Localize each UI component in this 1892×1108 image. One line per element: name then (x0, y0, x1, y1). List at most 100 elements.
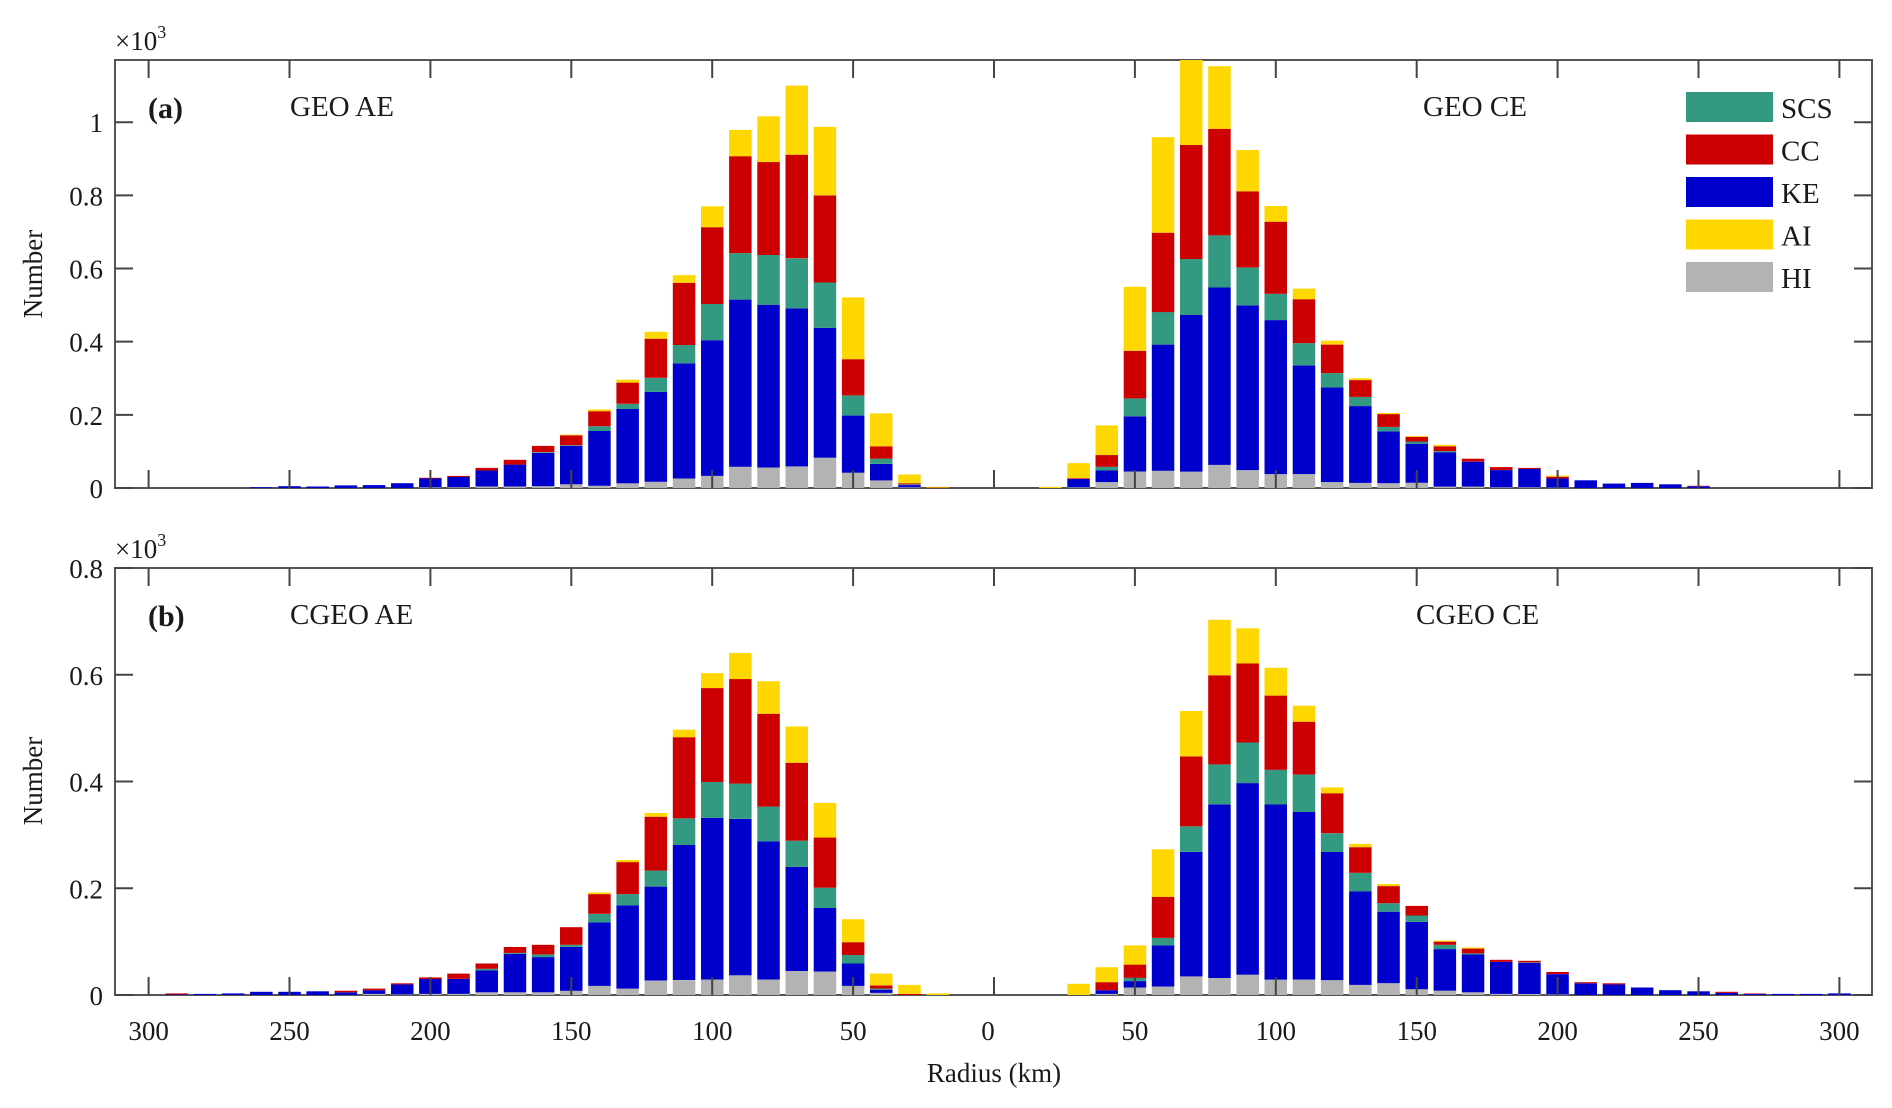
bar-cc-cgeo-ae-60km (813, 837, 837, 888)
bar-ke-cgeo-ae-40km (870, 989, 893, 993)
bar-ai-geo-ae-140km (588, 409, 611, 412)
bar-cc-cgeo-ce-90km (1236, 663, 1259, 743)
x-tick-label: 300 (128, 1016, 169, 1046)
bar-scs-cgeo-ce-130km (1349, 872, 1372, 892)
bar-ke-cgeo-ce-210km (1574, 983, 1597, 995)
panel-a-title-left: GEO AE (290, 91, 394, 123)
bar-cc-geo-ce-90km (1236, 191, 1259, 268)
panel-b-y-axis-label: Number (18, 737, 48, 825)
bar-ke-cgeo-ae-190km (447, 979, 470, 994)
panel-b: 0 0.2 0.4 0.6 0.8 ×103 (b) CGEO AE CGEO CE N… (18, 530, 1873, 1011)
bar-cc-cgeo-ae-230km (334, 990, 358, 993)
bar-scs-cgeo-ae-60km (813, 887, 837, 908)
bar-ai-cgeo-ae-130km (616, 860, 639, 863)
y-tick-label: 0.8 (69, 554, 103, 584)
bar-ai-cgeo-ce-40km (1095, 967, 1118, 983)
bar-ke-cgeo-ae-230km (334, 992, 358, 995)
bar-cc-geo-ae-160km (531, 445, 555, 453)
bar-cc-cgeo-ae-130km (616, 862, 639, 895)
bar-ai-geo-ae-150km (560, 434, 583, 436)
x-tick-labels: 300 250 200 150 100 50 0 50 100 150 200 250 300 (128, 1016, 1859, 1046)
bar-hi-cgeo-ae-180km (475, 992, 498, 995)
x-tick-label: 300 (1819, 1016, 1860, 1046)
panel-b-multiplier: ×103 (115, 530, 166, 564)
bar-ke-geo-ce-160km (1433, 452, 1457, 487)
bar-hi-cgeo-ce-40km (1095, 993, 1118, 995)
bar-ai-cgeo-ae-110km (672, 729, 696, 738)
bar-ai-geo-ae-40km (870, 413, 893, 447)
bar-ai-geo-ce-120km (1320, 340, 1344, 345)
bar-hi-cgeo-ae-170km (503, 992, 527, 995)
bar-cc-geo-ae-120km (644, 338, 668, 378)
bar-cc-cgeo-ce-120km (1320, 793, 1344, 834)
legend-label-cc: CC (1781, 136, 1820, 168)
bar-ke-geo-ae-230km (334, 485, 358, 488)
y-tick-label: 0 (90, 474, 104, 504)
panel-a-title-right: GEO CE (1423, 91, 1527, 123)
legend-label-scs: SCS (1781, 93, 1833, 125)
bar-ke-geo-ce-180km (1490, 470, 1513, 488)
panel-a-axes-box (114, 59, 1873, 489)
bar-scs-cgeo-ae-90km (729, 783, 752, 819)
bar-ke-geo-ce-40km (1095, 470, 1118, 483)
bar-scs-cgeo-ae-100km (701, 782, 724, 818)
bar-ai-cgeo-ce-140km (1377, 884, 1400, 887)
bar-scs-geo-ae-40km (870, 458, 893, 464)
bar-cc-cgeo-ce-210km (1574, 982, 1597, 984)
bar-scs-geo-ce-50km (1123, 398, 1147, 417)
bar-ke-geo-ae-50km (841, 415, 865, 473)
bar-ai-geo-ae-30km (898, 474, 921, 484)
bar-hi-geo-ae-180km (475, 486, 498, 488)
bar-ke-cgeo-ae-110km (672, 845, 696, 980)
bar-scs-cgeo-ae-70km (785, 840, 808, 867)
bar-hi-geo-ce-30km (1067, 487, 1090, 488)
bar-scs-geo-ce-110km (1292, 343, 1316, 366)
bar-ke-geo-ce-80km (1208, 287, 1231, 465)
bar-scs-geo-ae-90km (729, 253, 752, 300)
bar-cc-cgeo-ae-170km (503, 947, 527, 953)
bar-cc-geo-ce-170km (1461, 458, 1485, 462)
y-tick-label: 0.4 (69, 328, 103, 358)
bar-scs-geo-ae-120km (644, 377, 668, 392)
bar-scs-geo-ae-80km (757, 255, 780, 305)
bar-ai-geo-ce-140km (1377, 413, 1400, 415)
bar-ke-cgeo-ce-140km (1377, 911, 1400, 984)
bar-cc-cgeo-ce-110km (1292, 721, 1316, 775)
bar-hi-geo-ce-130km (1349, 482, 1372, 488)
bar-cc-cgeo-ae-190km (447, 973, 470, 979)
bar-scs-cgeo-ae-180km (475, 968, 498, 971)
bar-ke-geo-ae-240km (306, 486, 329, 488)
bar-ke-geo-ce-190km (1518, 469, 1541, 488)
legend-swatch-ke (1686, 177, 1773, 207)
bar-cc-geo-ae-150km (560, 435, 583, 446)
bar-ke-geo-ce-210km (1574, 480, 1597, 488)
bar-hi-cgeo-ae-210km (391, 994, 414, 995)
bar-cc-cgeo-ae-70km (785, 762, 808, 841)
bar-ai-cgeo-ce-130km (1349, 843, 1372, 848)
bar-ke-cgeo-ae-60km (813, 908, 837, 972)
bar-scs-geo-ce-100km (1264, 293, 1287, 321)
bar-ke-cgeo-ae-80km (757, 841, 780, 980)
bar-cc-cgeo-ce-180km (1490, 959, 1513, 962)
bar-hi-cgeo-ce-130km (1349, 984, 1372, 995)
bar-scs-cgeo-ae-170km (503, 952, 527, 954)
bar-cc-geo-ce-190km (1518, 467, 1541, 469)
bar-ke-cgeo-ae-90km (729, 818, 752, 976)
bar-ai-cgeo-ae-60km (813, 802, 837, 838)
bar-ke-cgeo-ce-130km (1349, 891, 1372, 985)
bar-cc-cgeo-ce-70km (1180, 756, 1203, 827)
legend-swatch-ai (1686, 219, 1773, 250)
bar-ke-cgeo-ae-290km (165, 994, 188, 995)
bar-hi-geo-ae-110km (672, 478, 696, 488)
bar-hi-cgeo-ae-60km (813, 971, 837, 995)
bar-cc-cgeo-ce-220km (1602, 983, 1626, 985)
y-tick-label: 0 (90, 981, 104, 1011)
bar-cc-geo-ce-160km (1433, 446, 1457, 452)
bar-cc-cgeo-ae-40km (870, 985, 893, 989)
bar-hi-cgeo-ce-120km (1320, 980, 1344, 995)
bar-ke-cgeo-ce-270km (1743, 993, 1767, 995)
bar-cc-geo-ce-60km (1151, 232, 1175, 313)
bar-hi-geo-ae-60km (813, 457, 837, 488)
bar-cc-cgeo-ce-160km (1433, 941, 1457, 945)
bar-scs-cgeo-ae-140km (588, 913, 611, 923)
